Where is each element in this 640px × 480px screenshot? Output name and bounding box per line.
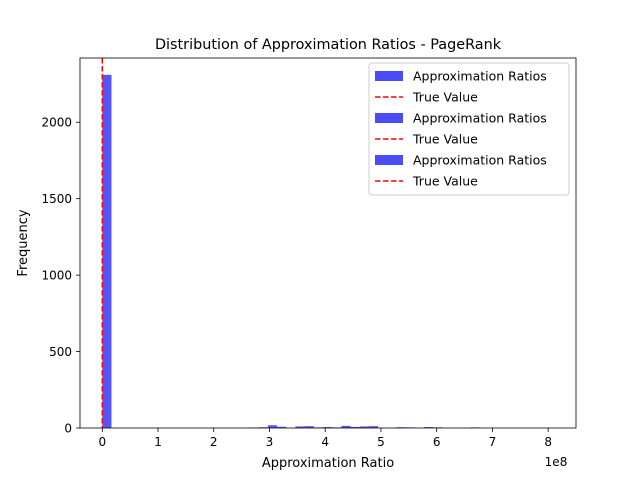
histogram-bar [102, 74, 112, 428]
y-tick-label: 0 [64, 422, 72, 436]
histogram-bar [267, 425, 278, 428]
legend-frame [368, 62, 570, 196]
legend: Approximation Ratios True Value Approximat… [368, 62, 570, 196]
y-tick-label: 1000 [41, 269, 72, 283]
y-tick-label: 500 [49, 345, 72, 359]
x-tick-label: 5 [377, 435, 385, 449]
x-axis: 0 1 2 3 4 5 6 7 8 [98, 428, 552, 449]
x-tick-label: 7 [489, 435, 497, 449]
y-axis-label: Frequency [16, 209, 31, 276]
legend-swatch-bar [375, 113, 403, 123]
legend-label: Approximation Ratios [413, 153, 547, 168]
chart-title: Distribution of Approximation Ratios - P… [155, 37, 502, 53]
y-tick-label: 1500 [41, 192, 72, 206]
x-tick-label: 0 [98, 435, 106, 449]
histogram-bar [304, 426, 314, 428]
y-axis: 0 500 1000 1500 2000 [41, 116, 80, 436]
histogram-bar [350, 426, 360, 428]
x-tick-label: 1 [154, 435, 162, 449]
x-axis-scale-label: 1e8 [545, 455, 568, 469]
histogram-bar [424, 427, 434, 428]
x-tick-label: 2 [210, 435, 218, 449]
histogram-bar [277, 426, 287, 428]
x-tick-label: 8 [544, 435, 552, 449]
histogram-bar [368, 426, 379, 428]
x-tick-label: 3 [266, 435, 274, 449]
x-axis-label: Approximation Ratio [262, 456, 394, 471]
x-tick-label: 6 [433, 435, 441, 449]
x-tick-label: 4 [321, 435, 329, 449]
histogram-bar [359, 426, 369, 428]
legend-label: True Value [412, 132, 478, 147]
legend-label: True Value [412, 174, 478, 189]
histogram-bar [322, 427, 333, 428]
legend-label: Approximation Ratios [413, 111, 547, 126]
histogram-bar [295, 426, 305, 428]
y-tick-label: 2000 [41, 116, 72, 130]
legend-swatch-bar [375, 71, 403, 81]
legend-label: True Value [412, 90, 478, 105]
legend-swatch-bar [375, 155, 403, 165]
plot-frame [79, 57, 577, 429]
legend-label: Approximation Ratios [413, 69, 547, 84]
histogram-bar [341, 425, 351, 428]
